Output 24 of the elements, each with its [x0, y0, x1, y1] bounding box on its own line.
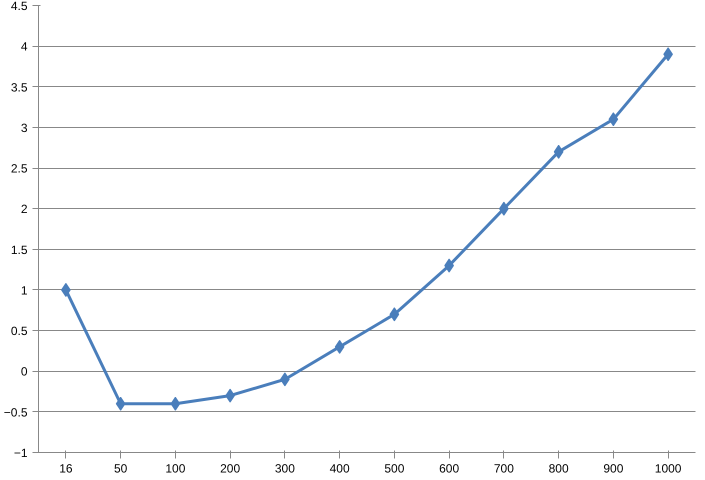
y-tick-label: 3.5 [10, 80, 28, 94]
y-tick-label: 4 [20, 40, 28, 54]
x-tick-label: 500 [384, 462, 405, 476]
x-tick-label: 1000 [654, 462, 682, 476]
y-tick-label: 1.5 [10, 242, 28, 257]
x-tick-label: 800 [548, 462, 569, 476]
x-tick-label: 400 [330, 462, 350, 476]
x-tick-label: 900 [603, 462, 624, 476]
x-tick-label: 16 [59, 462, 73, 476]
x-tick-label: 200 [220, 462, 240, 476]
y-tick-label: 1 [20, 283, 28, 298]
y-tick-label: 0.5 [10, 324, 28, 338]
x-tick-label: 100 [165, 462, 186, 476]
y-tick-label: 4.5 [10, 0, 28, 13]
y-tick-label: −0.5 [4, 405, 28, 420]
y-tick-label: 2 [20, 202, 28, 216]
x-tick-label: 50 [114, 462, 128, 476]
y-tick-label: 3 [20, 120, 28, 135]
y-tick-label: 2.5 [10, 162, 28, 176]
y-tick-label: −1 [14, 446, 28, 460]
y-tick-label: 0 [20, 364, 28, 379]
x-tick-label: 600 [439, 462, 460, 476]
x-tick-label: 700 [494, 462, 514, 476]
x-tick-label: 300 [274, 462, 296, 476]
